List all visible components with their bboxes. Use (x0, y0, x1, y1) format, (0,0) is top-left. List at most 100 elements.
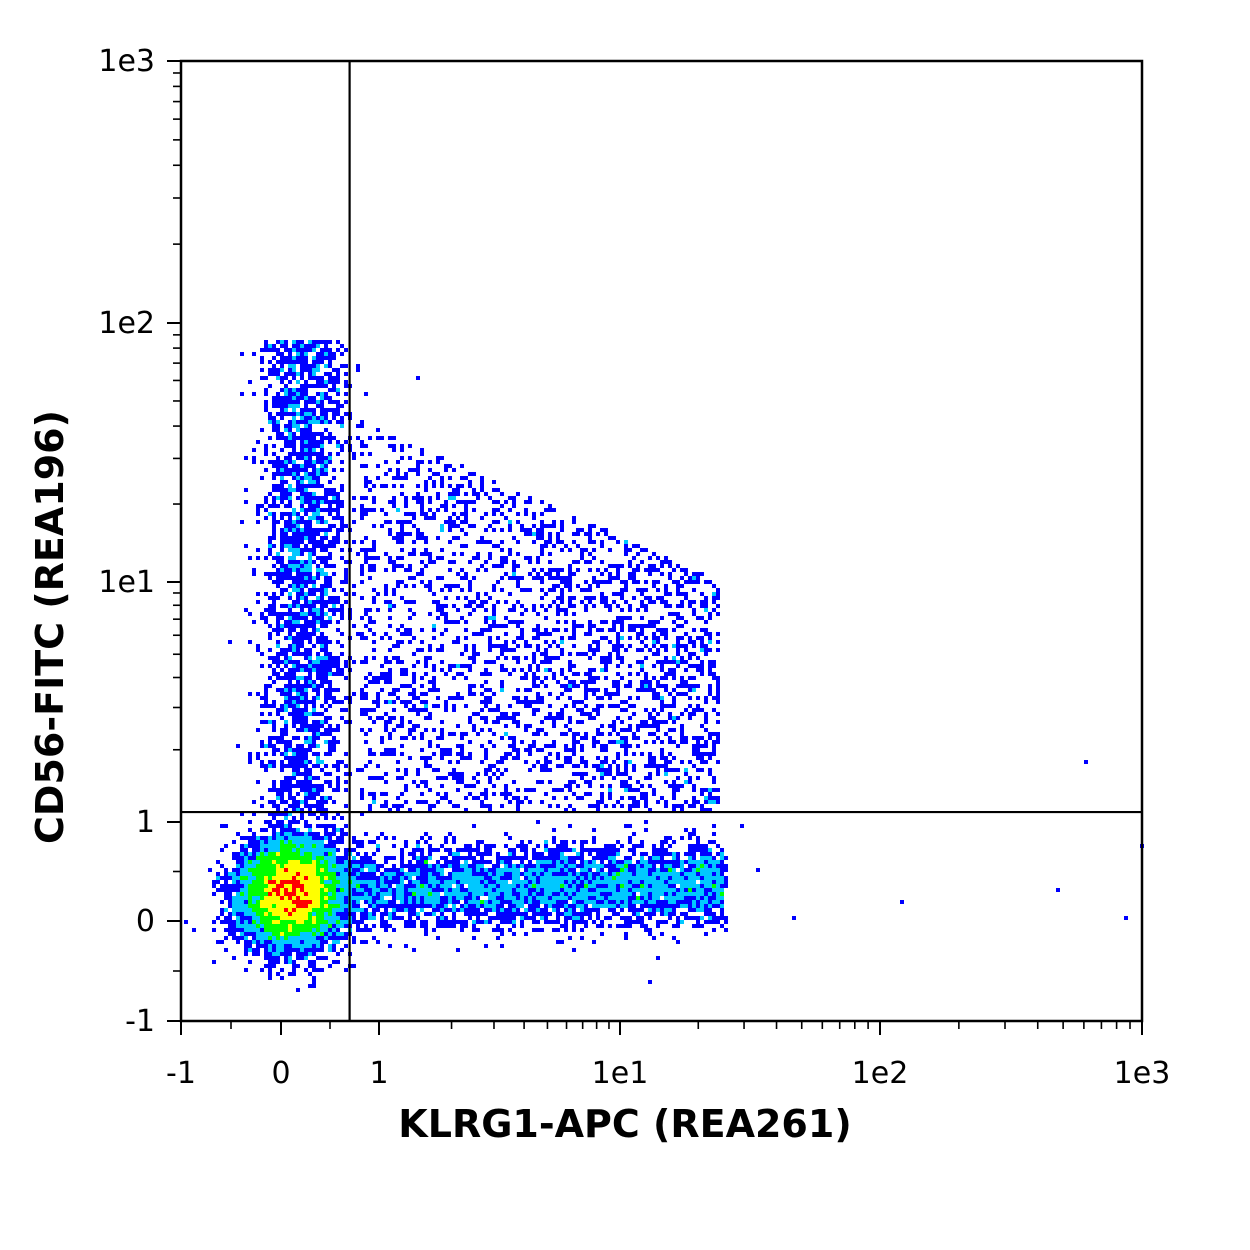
event-bin (440, 888, 444, 892)
event-bin (380, 864, 384, 868)
event-bin (320, 680, 324, 684)
event-bin (300, 452, 304, 456)
event-bin (676, 864, 680, 868)
event-bin (548, 508, 552, 512)
event-bin (604, 864, 608, 868)
event-bin (384, 472, 388, 476)
event-bin (476, 772, 480, 776)
event-bin (324, 800, 328, 804)
event-bin (340, 528, 344, 532)
event-bin (696, 752, 700, 756)
event-bin (304, 792, 308, 796)
event-bin (244, 924, 248, 928)
event-bin (428, 852, 432, 856)
event-bin (340, 556, 344, 560)
event-bin (304, 720, 308, 724)
event-bin (524, 500, 528, 504)
event-bin (276, 368, 280, 372)
event-bin (392, 912, 396, 916)
event-bin (444, 864, 448, 868)
event-bin (280, 976, 284, 980)
event-bin (320, 620, 324, 624)
event-bin (680, 804, 684, 808)
event-bin (276, 860, 280, 864)
event-bin (328, 680, 332, 684)
event-bin (460, 872, 464, 876)
event-bin (512, 912, 516, 916)
event-bin (444, 880, 448, 884)
event-bin (284, 620, 288, 624)
event-bin (572, 908, 576, 912)
event-bin (572, 900, 576, 904)
event-bin (368, 436, 372, 440)
event-bin (464, 872, 468, 876)
event-bin (328, 456, 332, 460)
event-bin (264, 616, 268, 620)
event-bin (320, 500, 324, 504)
event-bin (504, 712, 508, 716)
event-bin (312, 696, 316, 700)
event-bin (588, 880, 592, 884)
event-bin (280, 628, 284, 632)
event-bin (352, 936, 356, 940)
event-bin (472, 928, 476, 932)
event-bin (284, 404, 288, 408)
event-bin (384, 892, 388, 896)
event-bin (376, 900, 380, 904)
event-bin (280, 924, 284, 928)
event-bin (296, 676, 300, 680)
event-bin (296, 624, 300, 628)
event-bin (304, 832, 308, 836)
event-bin (320, 568, 324, 572)
event-bin (412, 908, 416, 912)
event-bin (420, 876, 424, 880)
event-bin (424, 868, 428, 872)
event-bin (276, 556, 280, 560)
event-bin (564, 608, 568, 612)
event-bin (640, 880, 644, 884)
event-bin (532, 880, 536, 884)
event-bin (304, 912, 308, 916)
event-bin (380, 832, 384, 836)
event-bin (292, 784, 296, 788)
event-bin (316, 904, 320, 908)
event-bin (272, 680, 276, 684)
event-bin (392, 928, 396, 932)
event-bin (284, 932, 288, 936)
event-bin (620, 904, 624, 908)
event-bin (516, 908, 520, 912)
event-bin (264, 820, 268, 824)
event-bin (304, 448, 308, 452)
event-bin (304, 548, 308, 552)
event-bin (424, 912, 428, 916)
event-bin (652, 788, 656, 792)
event-bin (488, 860, 492, 864)
event-bin (316, 512, 320, 516)
event-bin (288, 796, 292, 800)
event-bin (332, 664, 336, 668)
event-bin (248, 892, 252, 896)
event-bin (364, 892, 368, 896)
event-bin (460, 904, 464, 908)
event-bin (664, 756, 668, 760)
event-bin (256, 900, 260, 904)
event-bin (276, 552, 280, 556)
event-bin (416, 840, 420, 844)
event-bin (492, 884, 496, 888)
event-bin (292, 564, 296, 568)
event-bin (332, 860, 336, 864)
event-bin (652, 688, 656, 692)
event-bin (312, 432, 316, 436)
event-bin (492, 888, 496, 892)
event-bin (352, 912, 356, 916)
event-bin (276, 868, 280, 872)
event-bin (304, 404, 308, 408)
event-bin (468, 896, 472, 900)
event-bin (284, 504, 288, 508)
event-bin (340, 448, 344, 452)
event-bin (476, 852, 480, 856)
event-bin (700, 616, 704, 620)
event-bin (444, 884, 448, 888)
event-bin (648, 688, 652, 692)
event-bin (336, 368, 340, 372)
